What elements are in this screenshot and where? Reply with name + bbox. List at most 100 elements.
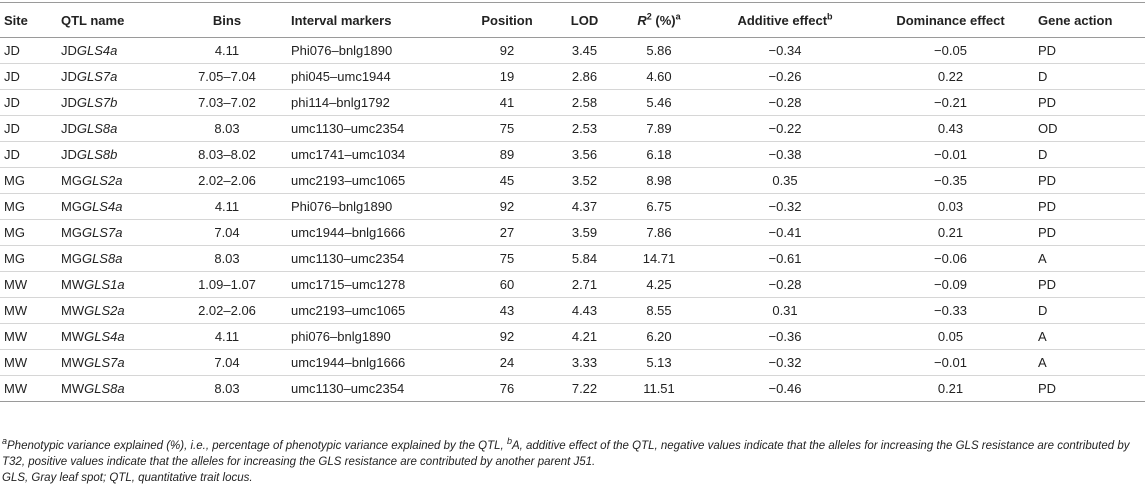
header-qtl-name: QTL name bbox=[57, 2, 167, 38]
qtl-site-prefix: JD bbox=[61, 121, 77, 136]
cell-site: MW bbox=[0, 375, 57, 402]
cell-bins: 7.04 bbox=[167, 219, 287, 246]
table-footnotes: aPhenotypic variance explained (%), i.e.… bbox=[2, 436, 1140, 486]
cell-additive-effect: −0.36 bbox=[703, 323, 867, 350]
cell-bins: 8.03 bbox=[167, 115, 287, 142]
header-gene-action: Gene action bbox=[1034, 2, 1145, 38]
cell-additive-effect: −0.61 bbox=[703, 245, 867, 272]
cell-interval-markers: phi076–bnlg1890 bbox=[287, 323, 460, 350]
qtl-site-prefix: MG bbox=[61, 225, 82, 240]
cell-site: MW bbox=[0, 271, 57, 298]
footnote-a-text: Phenotypic variance explained (%), i.e.,… bbox=[7, 440, 507, 452]
cell-r2: 14.71 bbox=[615, 245, 703, 272]
table-row: MG MGGLS2a 2.02–2.06 umc2193–umc1065 45 3.52 8… bbox=[0, 167, 1145, 194]
cell-dominance-effect: −0.05 bbox=[867, 37, 1034, 64]
cell-gene-action: A bbox=[1034, 349, 1145, 376]
cell-position: 41 bbox=[460, 89, 554, 116]
cell-bins: 7.05–7.04 bbox=[167, 63, 287, 90]
cell-position: 75 bbox=[460, 245, 554, 272]
cell-interval-markers: umc1944–bnlg1666 bbox=[287, 349, 460, 376]
cell-qtl-name: MGGLS8a bbox=[57, 245, 167, 272]
qtl-site-prefix: MW bbox=[61, 303, 85, 318]
qtl-site-prefix: JD bbox=[61, 147, 77, 162]
cell-bins: 7.03–7.02 bbox=[167, 89, 287, 116]
cell-gene-action: D bbox=[1034, 297, 1145, 324]
cell-site: MG bbox=[0, 167, 57, 194]
cell-additive-effect: −0.46 bbox=[703, 375, 867, 402]
cell-r2: 4.60 bbox=[615, 63, 703, 90]
qtl-site-prefix: MW bbox=[61, 355, 85, 370]
cell-position: 92 bbox=[460, 323, 554, 350]
qtl-gene-name: GLS4a bbox=[84, 329, 125, 344]
footnote-a-mark: a bbox=[2, 436, 8, 447]
cell-interval-markers: umc2193–umc1065 bbox=[287, 167, 460, 194]
cell-dominance-effect: −0.01 bbox=[867, 349, 1034, 376]
qtl-gene-name: GLS7b bbox=[76, 95, 118, 110]
cell-site: JD bbox=[0, 115, 57, 142]
header-r2: R2 (%)a bbox=[615, 2, 703, 38]
cell-bins: 7.04 bbox=[167, 349, 287, 376]
cell-additive-effect: −0.38 bbox=[703, 141, 867, 168]
cell-additive-effect: −0.28 bbox=[703, 271, 867, 298]
cell-lod: 4.43 bbox=[554, 297, 615, 324]
cell-bins: 4.11 bbox=[167, 193, 287, 220]
cell-qtl-name: JDGLS4a bbox=[57, 37, 167, 64]
cell-lod: 7.22 bbox=[554, 375, 615, 402]
header-dominance-effect: Dominance effect bbox=[867, 2, 1034, 38]
cell-gene-action: PD bbox=[1034, 167, 1145, 194]
qtl-gene-name: GLS1a bbox=[84, 277, 125, 292]
cell-additive-effect: −0.41 bbox=[703, 219, 867, 246]
header-site: Site bbox=[0, 2, 57, 38]
cell-qtl-name: MWGLS8a bbox=[57, 375, 167, 402]
table-row: MG MGGLS4a 4.11 Phi076–bnlg1890 92 4.37 6.75 −0… bbox=[0, 193, 1145, 220]
cell-dominance-effect: 0.21 bbox=[867, 219, 1034, 246]
cell-interval-markers: umc1741–umc1034 bbox=[287, 141, 460, 168]
cell-r2: 6.75 bbox=[615, 193, 703, 220]
cell-dominance-effect: −0.35 bbox=[867, 167, 1034, 194]
header-additive-label: Additive effect bbox=[737, 12, 828, 28]
cell-site: JD bbox=[0, 37, 57, 64]
cell-lod: 2.58 bbox=[554, 89, 615, 116]
cell-qtl-name: MGGLS7a bbox=[57, 219, 167, 246]
table-header: Site QTL name Bins Interval markers Posi… bbox=[0, 2, 1145, 38]
cell-site: JD bbox=[0, 63, 57, 90]
header-r2-superscript: 2 bbox=[646, 11, 652, 22]
table-row: JD JDGLS8b 8.03–8.02 umc1741–umc1034 89 3.56 6… bbox=[0, 141, 1145, 168]
cell-lod: 2.71 bbox=[554, 271, 615, 298]
cell-gene-action: OD bbox=[1034, 115, 1145, 142]
qtl-table: Site QTL name Bins Interval markers Posi… bbox=[0, 2, 1145, 402]
cell-gene-action: PD bbox=[1034, 89, 1145, 116]
cell-position: 45 bbox=[460, 167, 554, 194]
cell-r2: 4.25 bbox=[615, 271, 703, 298]
table-row: JD JDGLS7b 7.03–7.02 phi114–bnlg1792 41 2.58 5… bbox=[0, 89, 1145, 116]
qtl-gene-name: GLS8a bbox=[76, 121, 118, 136]
cell-site: MW bbox=[0, 323, 57, 350]
cell-r2: 8.98 bbox=[615, 167, 703, 194]
cell-site: JD bbox=[0, 141, 57, 168]
cell-dominance-effect: −0.09 bbox=[867, 271, 1034, 298]
table-body: JD JDGLS4a 4.11 Phi076–bnlg1890 92 3.45 5.86 −0… bbox=[0, 37, 1145, 402]
qtl-site-prefix: JD bbox=[61, 95, 77, 110]
cell-additive-effect: −0.22 bbox=[703, 115, 867, 142]
footnote-b-mark: b bbox=[506, 436, 512, 447]
cell-gene-action: D bbox=[1034, 63, 1145, 90]
cell-qtl-name: MWGLS2a bbox=[57, 297, 167, 324]
cell-r2: 6.20 bbox=[615, 323, 703, 350]
footnote-b-text: A, additive effect of the QTL, negative … bbox=[2, 440, 1130, 468]
header-bins: Bins bbox=[167, 2, 287, 38]
header-row: Site QTL name Bins Interval markers Posi… bbox=[0, 2, 1145, 38]
qtl-site-prefix: MW bbox=[61, 381, 85, 396]
qtl-gene-name: GLS8b bbox=[76, 147, 118, 162]
cell-lod: 4.37 bbox=[554, 193, 615, 220]
qtl-site-prefix: MG bbox=[61, 173, 82, 188]
cell-gene-action: A bbox=[1034, 245, 1145, 272]
cell-dominance-effect: −0.06 bbox=[867, 245, 1034, 272]
qtl-gene-name: GLS7a bbox=[81, 225, 123, 240]
cell-site: MG bbox=[0, 219, 57, 246]
cell-lod: 5.84 bbox=[554, 245, 615, 272]
cell-qtl-name: MWGLS7a bbox=[57, 349, 167, 376]
cell-position: 27 bbox=[460, 219, 554, 246]
table-row: MW MWGLS2a 2.02–2.06 umc2193–umc1065 43 4.43 8… bbox=[0, 297, 1145, 324]
cell-site: JD bbox=[0, 89, 57, 116]
cell-lod: 3.45 bbox=[554, 37, 615, 64]
